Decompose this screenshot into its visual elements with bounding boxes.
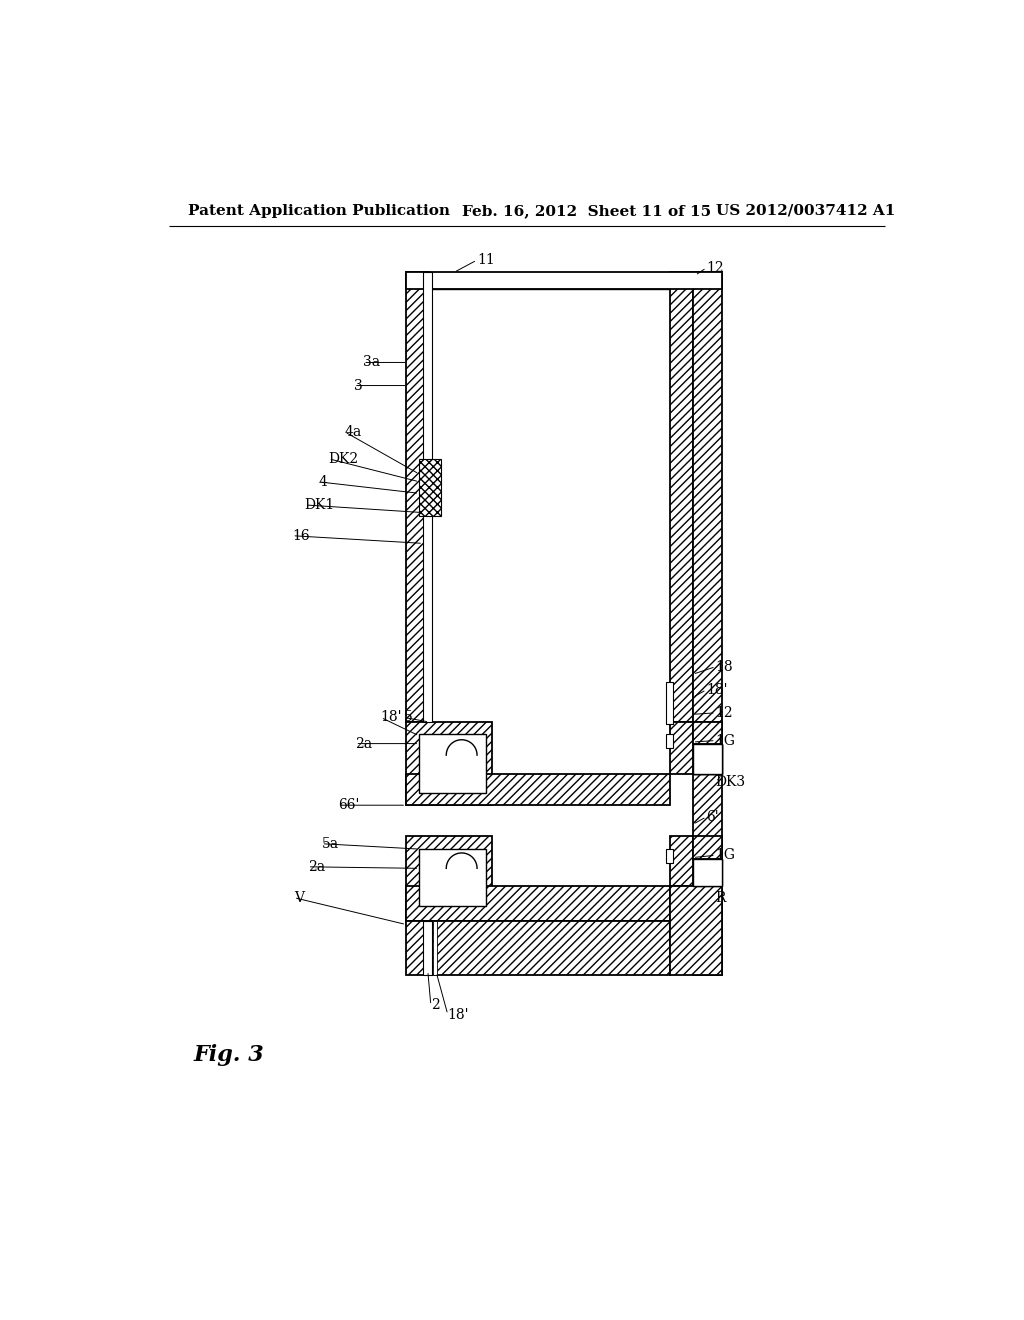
Bar [692,859,722,886]
Bar [407,836,493,924]
Bar [419,849,486,906]
Bar [419,459,441,516]
Bar [692,722,722,743]
Text: 11: 11 [477,253,495,267]
Text: DK2: DK2 [329,451,358,466]
Bar [667,849,673,863]
Bar [692,836,722,859]
Bar [429,289,670,719]
Text: 2a: 2a [355,737,373,751]
Bar [407,722,493,805]
Bar [670,272,692,722]
Bar [423,921,432,974]
Text: 18': 18' [707,682,728,697]
Text: 4a: 4a [345,425,361,438]
Bar [670,722,692,775]
Text: 2: 2 [431,998,439,1012]
Text: 18': 18' [447,1007,469,1022]
Bar [407,921,670,974]
Text: 2a: 2a [307,859,325,874]
Text: 16: 16 [292,529,310,543]
Bar [670,836,692,886]
Text: Fig. 3: Fig. 3 [194,1044,264,1067]
Text: Patent Application Publication: Patent Application Publication [188,203,451,218]
Text: US 2012/0037412 A1: US 2012/0037412 A1 [716,203,895,218]
Bar [692,272,722,722]
Bar [692,743,722,775]
Text: 5a: 5a [322,837,339,850]
Text: V: V [294,891,304,904]
Bar [423,272,432,722]
Text: 4: 4 [318,475,328,488]
Text: 1G: 1G [716,734,736,747]
Text: 12: 12 [707,261,724,275]
Text: 66': 66' [339,799,359,812]
Text: 18: 18 [716,660,733,673]
Text: 3: 3 [354,379,362,392]
Bar [692,859,722,886]
Bar [692,722,722,974]
Bar [667,734,673,748]
Text: 3a: 3a [364,355,380,370]
Text: Feb. 16, 2012  Sheet 11 of 15: Feb. 16, 2012 Sheet 11 of 15 [462,203,711,218]
Text: 5: 5 [403,710,413,725]
Bar [407,272,429,722]
Bar [407,886,670,921]
Bar [692,743,722,775]
Text: 6': 6' [707,809,719,824]
Bar [667,682,673,725]
Text: 12: 12 [716,706,733,719]
Bar [670,886,722,974]
Bar [407,775,670,805]
Bar [692,743,722,775]
Text: DK1: DK1 [304,498,335,512]
Text: R: R [716,891,726,904]
Bar [419,734,486,793]
Bar [407,272,722,289]
Text: DK3: DK3 [716,775,745,789]
Text: 1G: 1G [716,849,736,862]
Bar [433,921,437,974]
Text: 18': 18' [381,710,402,725]
